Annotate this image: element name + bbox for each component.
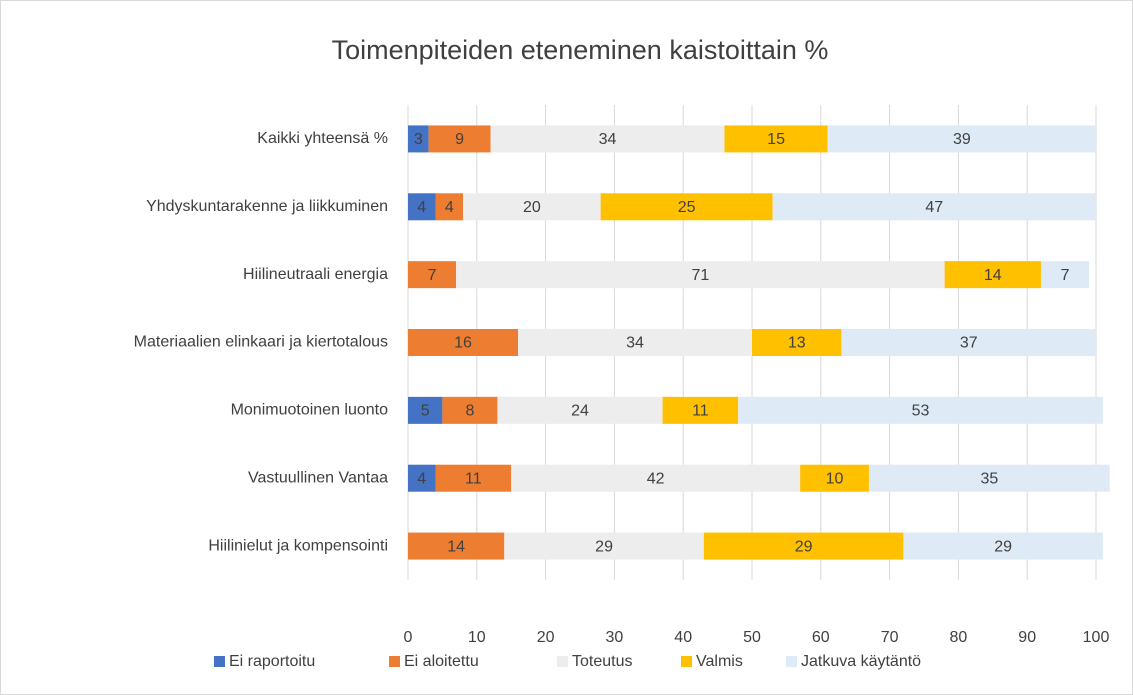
legend-label: Jatkuva käytäntö bbox=[801, 653, 921, 670]
bar-segment bbox=[662, 396, 739, 424]
data-label: 53 bbox=[912, 403, 930, 420]
x-tick-label: 50 bbox=[743, 629, 761, 646]
legend-label: Ei aloitettu bbox=[404, 653, 479, 670]
legend-swatch bbox=[786, 656, 797, 667]
legend-swatch bbox=[214, 656, 225, 667]
bar-segment bbox=[497, 396, 663, 424]
legend-label: Valmis bbox=[696, 653, 743, 670]
legend-swatch bbox=[557, 656, 568, 667]
x-tick-label: 70 bbox=[881, 629, 899, 646]
bar-segment bbox=[841, 329, 1096, 356]
bar-segment bbox=[408, 125, 429, 153]
bar-segment bbox=[442, 396, 498, 424]
x-tick-label: 90 bbox=[1018, 629, 1036, 646]
data-label: 11 bbox=[692, 403, 709, 420]
data-label: 3 bbox=[414, 131, 423, 148]
bar-segment bbox=[738, 396, 1103, 424]
data-label: 25 bbox=[678, 199, 696, 216]
bar-segment bbox=[903, 532, 1103, 560]
bar-segment bbox=[800, 464, 869, 492]
bar-segment bbox=[724, 125, 828, 153]
bar-segment bbox=[518, 329, 752, 356]
bar-segment bbox=[772, 193, 1096, 221]
bar-segment bbox=[944, 261, 1041, 289]
data-label: 24 bbox=[571, 403, 589, 420]
y-tick-label: Monimuotoinen luonto bbox=[231, 402, 389, 419]
x-tick-label: 60 bbox=[812, 629, 830, 646]
data-label: 13 bbox=[788, 335, 806, 352]
x-tick-label: 80 bbox=[950, 629, 968, 646]
bar-segment bbox=[408, 329, 519, 356]
x-tick-label: 100 bbox=[1083, 629, 1110, 646]
data-label: 11 bbox=[465, 470, 482, 487]
data-label: 7 bbox=[1061, 267, 1070, 284]
x-tick-label: 20 bbox=[537, 629, 555, 646]
data-label: 9 bbox=[455, 131, 464, 148]
bar-segment bbox=[868, 464, 1110, 492]
y-tick-label: Kaikki yhteensä % bbox=[257, 130, 388, 147]
legend-swatch bbox=[389, 656, 400, 667]
bar-segment bbox=[435, 193, 464, 221]
data-label: 4 bbox=[417, 470, 426, 487]
data-label: 16 bbox=[454, 335, 472, 352]
data-label: 8 bbox=[465, 403, 474, 420]
data-label: 10 bbox=[826, 470, 844, 487]
y-tick-label: Hiilinielut ja kompensointi bbox=[208, 537, 388, 554]
data-label: 4 bbox=[417, 199, 426, 216]
data-label: 29 bbox=[795, 538, 813, 555]
legend-swatch bbox=[681, 656, 692, 667]
data-label: 5 bbox=[421, 403, 430, 420]
data-label: 42 bbox=[647, 470, 665, 487]
bar-segment bbox=[600, 193, 773, 221]
data-label: 71 bbox=[692, 267, 710, 284]
data-label: 47 bbox=[925, 199, 943, 216]
bar-segment bbox=[428, 125, 491, 153]
data-label: 15 bbox=[767, 131, 785, 148]
data-label: 14 bbox=[447, 538, 465, 555]
bar-segment bbox=[1040, 261, 1090, 289]
y-tick-label: Yhdyskuntarakenne ja liikkuminen bbox=[146, 198, 388, 215]
bar-segment bbox=[408, 193, 436, 221]
legend-label: Ei raportoitu bbox=[229, 653, 315, 670]
chart-title: Toimenpiteiden eteneminen kaistoittain % bbox=[332, 35, 829, 65]
data-label: 20 bbox=[523, 199, 541, 216]
bar-segment bbox=[408, 396, 443, 424]
data-label: 14 bbox=[984, 267, 1002, 284]
bar-segment bbox=[703, 532, 904, 560]
x-tick-label: 10 bbox=[468, 629, 486, 646]
bar-segment bbox=[408, 464, 436, 492]
x-tick-label: 0 bbox=[404, 629, 413, 646]
bar-segment bbox=[490, 125, 725, 153]
data-label: 34 bbox=[626, 335, 644, 352]
data-label: 29 bbox=[994, 538, 1012, 555]
data-label: 7 bbox=[428, 267, 437, 284]
data-label: 37 bbox=[960, 335, 978, 352]
legend-label: Toteutus bbox=[572, 653, 632, 670]
bar-segment bbox=[408, 261, 457, 289]
y-tick-label: Vastuullinen Vantaa bbox=[248, 469, 388, 486]
y-tick-label: Hiilineutraali energia bbox=[243, 266, 388, 283]
data-label: 34 bbox=[599, 131, 617, 148]
bar-segment bbox=[408, 532, 505, 560]
x-tick-label: 30 bbox=[606, 629, 624, 646]
data-label: 39 bbox=[953, 131, 971, 148]
x-tick-label: 40 bbox=[674, 629, 692, 646]
data-label: 35 bbox=[980, 470, 998, 487]
bar-segment bbox=[827, 125, 1096, 153]
bar-segment bbox=[752, 329, 842, 356]
bar-segment bbox=[435, 464, 512, 492]
data-label: 29 bbox=[595, 538, 613, 555]
bar-segment bbox=[463, 193, 601, 221]
bar-segment bbox=[456, 261, 945, 289]
bar-segment bbox=[504, 532, 704, 560]
bar-segment bbox=[511, 464, 801, 492]
data-label: 4 bbox=[445, 199, 454, 216]
y-tick-label: Materiaalien elinkaari ja kiertotalous bbox=[134, 334, 388, 351]
